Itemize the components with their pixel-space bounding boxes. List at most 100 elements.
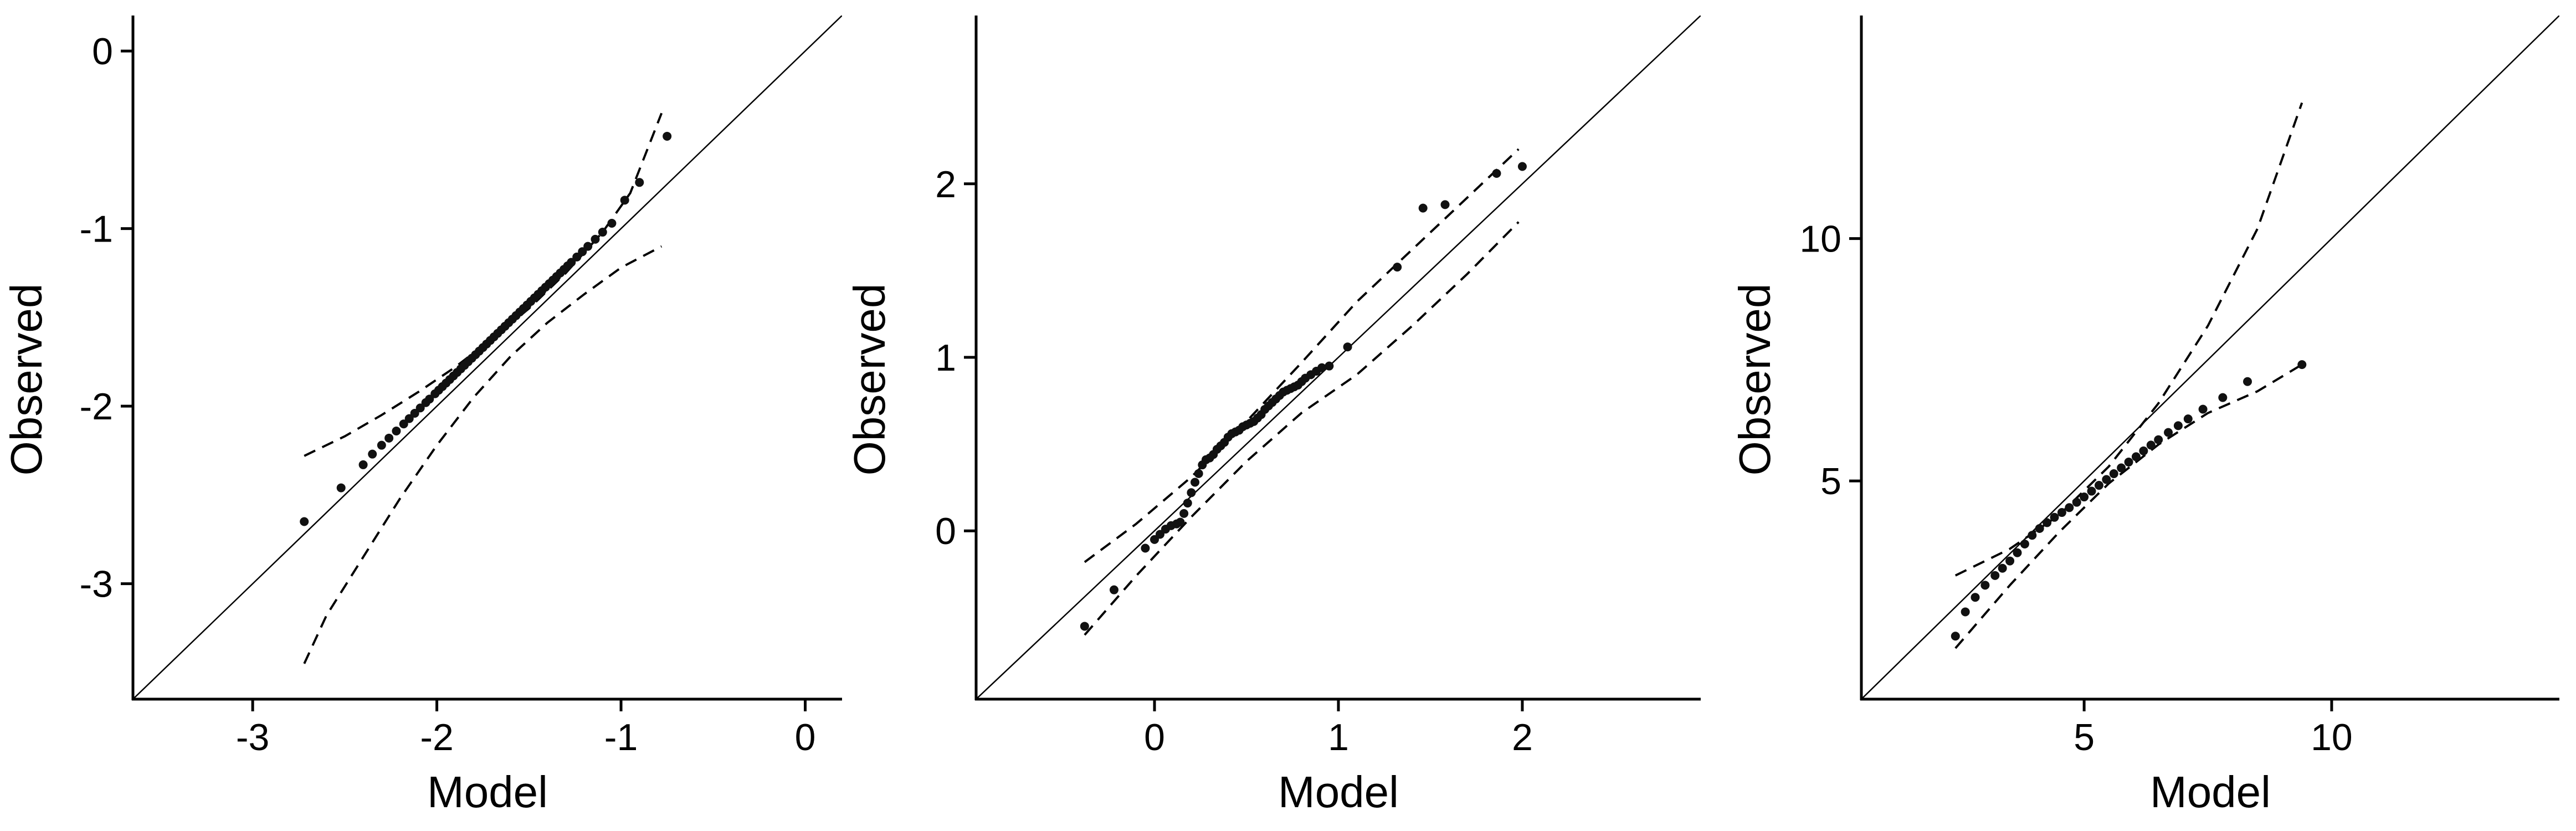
data-point [2183,414,2193,424]
data-point [1150,535,1159,544]
data-point [578,247,587,257]
data-point [1080,622,1089,631]
data-point [2198,404,2208,414]
data-point [2043,518,2052,527]
data-point [2139,446,2148,455]
y-tick-label: -3 [80,563,113,606]
data-point [336,483,346,493]
data-point [2164,428,2173,437]
data-point [620,196,629,205]
envelope-upper-line [1954,102,2303,577]
data-point [583,242,593,251]
x-tick-label: -2 [420,716,453,758]
data-point [1187,488,1196,497]
data-point [2072,497,2081,507]
data-point [2243,377,2252,386]
data-point [2124,458,2133,467]
data-point [2050,512,2059,522]
data-point [1155,530,1164,539]
data-point [404,414,414,423]
data-point [1141,543,1150,553]
data-point [663,131,672,141]
data-point [1440,200,1450,209]
data-point [377,440,386,450]
data-point [415,403,425,413]
data-point [1109,585,1118,594]
data-point [1418,203,1428,213]
data-point [1998,563,2007,573]
data-point [2020,539,2029,548]
data-point [2297,360,2307,370]
reference-line [1861,16,2559,699]
y-axis-title: Observed [845,284,894,476]
envelope-lower-line [303,245,663,664]
data-point [2035,524,2044,533]
x-axis-title: Model [1278,767,1399,817]
data-point [2013,548,2022,557]
panel-1: -3 -2 -1 0 -3 -2 -1 0 Model Observed [2,16,842,817]
reference-line [133,16,842,699]
x-axis-title: Model [2150,767,2271,817]
data-point [358,460,368,469]
y-tick-label: 1 [935,337,956,379]
data-point [591,234,600,244]
data-point [300,517,309,526]
data-point [2094,481,2103,490]
x-tick-label: -1 [604,716,638,758]
y-tick-label: 0 [92,30,113,73]
data-point [2065,503,2074,512]
x-tick-label: 10 [2311,716,2353,758]
data-point [1517,162,1527,171]
data-point [410,408,419,418]
data-point [1176,517,1185,527]
data-point [635,178,644,187]
data-point [2117,463,2126,473]
data-point [2131,452,2141,461]
y-tick-label: 5 [1820,460,1841,502]
panel-3: 5 10 5 10 Model Observed [1730,16,2559,817]
data-point [1190,478,1200,487]
y-tick-label: 2 [935,163,956,206]
data-point [2005,556,2015,566]
envelope-upper-line [1084,148,1520,563]
data-point [2146,440,2156,450]
envelope-upper-line [304,112,663,457]
data-point [2154,435,2163,444]
data-point [2218,393,2228,402]
data-point [425,394,434,404]
data-point [1317,363,1327,372]
y-tick-label: 0 [935,510,956,552]
x-tick-label: 5 [2074,716,2095,758]
data-point [392,427,401,436]
x-tick-label: 1 [1328,716,1349,758]
data-point [384,433,394,443]
x-tick-label: 0 [1144,716,1165,758]
data-point [572,252,582,261]
y-axis-title: Observed [2,284,51,476]
data-point [2080,493,2089,502]
data-point [1183,499,1192,508]
y-tick-label: -1 [80,208,113,250]
x-axis-title: Model [427,767,548,817]
envelope-lower-line [1084,221,1520,636]
data-point [399,419,408,429]
data-point [1980,581,1990,590]
x-tick-label: -3 [236,716,269,758]
data-point [1961,607,1970,617]
data-point [1179,509,1189,518]
x-tick-label: 2 [1512,716,1533,758]
data-point [1343,342,1352,352]
data-point [368,449,377,459]
data-point [2057,508,2066,517]
panel-2: 0 1 2 0 1 2 Model Observed [845,16,1701,817]
envelope-lower-line [1954,363,2303,649]
data-point [567,258,576,267]
data-point [1194,469,1203,478]
data-point [1393,263,1402,272]
y-tick-label: -2 [80,386,113,428]
data-point [2109,469,2118,479]
data-point [607,219,617,228]
data-point [1492,169,1501,178]
data-point [1325,361,1334,371]
